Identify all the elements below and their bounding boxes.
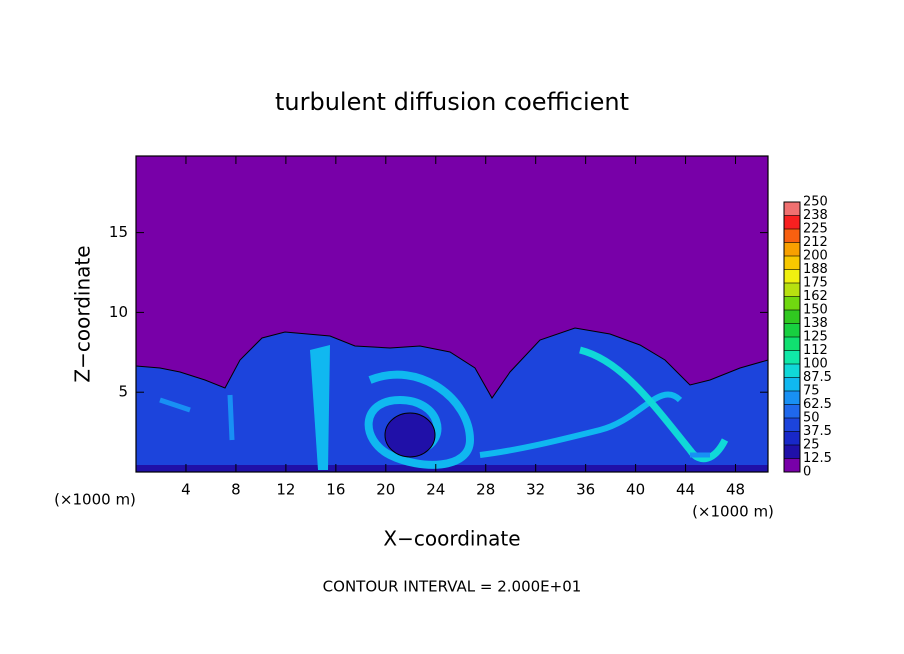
colorbar-bin	[784, 202, 800, 216]
colorbar-label: 100	[803, 357, 828, 372]
colorbar-label: 250	[803, 195, 828, 210]
x-tick-label: 40	[626, 481, 645, 499]
colorbar-label: 238	[803, 208, 828, 223]
chart-title: turbulent diffusion coefficient	[275, 88, 629, 116]
colorbar-label: 212	[803, 235, 828, 250]
x-tick-label: 16	[326, 481, 345, 499]
colorbar-label: 138	[803, 316, 828, 331]
field-shape	[364, 370, 475, 469]
x-axis-label: X−coordinate	[383, 527, 520, 551]
field	[135, 155, 769, 473]
field-shape	[479, 391, 683, 458]
colorbar-bin	[784, 256, 800, 270]
colorbar-bin	[784, 337, 800, 351]
x-tick-label: 48	[726, 481, 745, 499]
colorbar-label: 125	[803, 330, 828, 345]
colorbar-bin	[784, 310, 800, 324]
y-tick-label: 10	[109, 303, 128, 321]
colorbar-label: 12.5	[803, 451, 832, 466]
x-tick-label: 8	[231, 481, 241, 499]
colorbar-label: 112	[803, 343, 828, 358]
x-tick-label: 4	[181, 481, 191, 499]
y-tick-label: 5	[118, 383, 128, 401]
x-tick-label: 44	[676, 481, 695, 499]
colorbar-bin	[784, 296, 800, 310]
colorbar-bin	[784, 458, 800, 472]
colorbar-bin	[784, 418, 800, 432]
x-tick-label: 36	[576, 481, 595, 499]
colorbar-bin	[784, 350, 800, 364]
colorbar-bin	[784, 323, 800, 337]
colorbar-label: 0	[803, 465, 811, 480]
colorbar-label: 75	[803, 384, 820, 399]
x-tick-label: 32	[526, 481, 545, 499]
x-unit-label: (×1000 m)	[692, 503, 774, 521]
x-tick-label: 12	[276, 481, 295, 499]
note: CONTOUR INTERVAL = 2.000E+01	[323, 578, 582, 596]
y-axis-label: Z−coordinate	[71, 245, 95, 382]
colorbar-label: 162	[803, 289, 828, 304]
y-tick-label: 15	[109, 223, 128, 241]
x-tick-label: 20	[376, 481, 395, 499]
y-unit-label: (×1000 m)	[54, 491, 136, 509]
colorbar-bin	[784, 445, 800, 459]
colorbar-label: 150	[803, 303, 828, 318]
colorbar-bin	[784, 269, 800, 283]
field-shape	[159, 394, 710, 458]
colorbar-label: 25	[803, 438, 820, 453]
colorbar-bin	[784, 215, 800, 229]
colorbar-label: 225	[803, 222, 828, 237]
colorbar-bin	[784, 283, 800, 297]
colorbar-bin	[784, 377, 800, 391]
colorbar-label: 188	[803, 262, 828, 277]
field-shape	[579, 346, 729, 463]
colorbar-bin	[784, 404, 800, 418]
colorbar-bin	[784, 229, 800, 243]
colorbar-label: 37.5	[803, 424, 832, 439]
colorbar-bin	[784, 242, 800, 256]
x-tick-label: 24	[426, 481, 445, 499]
plot-frame	[135, 155, 769, 473]
field-shape	[136, 465, 768, 472]
colorbar-label: 175	[803, 276, 828, 291]
field-shape	[384, 412, 436, 458]
x-tick-label: 28	[476, 481, 495, 499]
colorbar-label: 62.5	[803, 397, 832, 412]
colorbar-bin	[784, 391, 800, 405]
colorbar-bin	[784, 431, 800, 445]
colorbar-bin	[784, 364, 800, 378]
colorbar-label: 50	[803, 411, 820, 426]
colorbar-label: 200	[803, 249, 828, 264]
field-shape	[310, 345, 330, 470]
colorbar-label: 87.5	[803, 370, 832, 385]
